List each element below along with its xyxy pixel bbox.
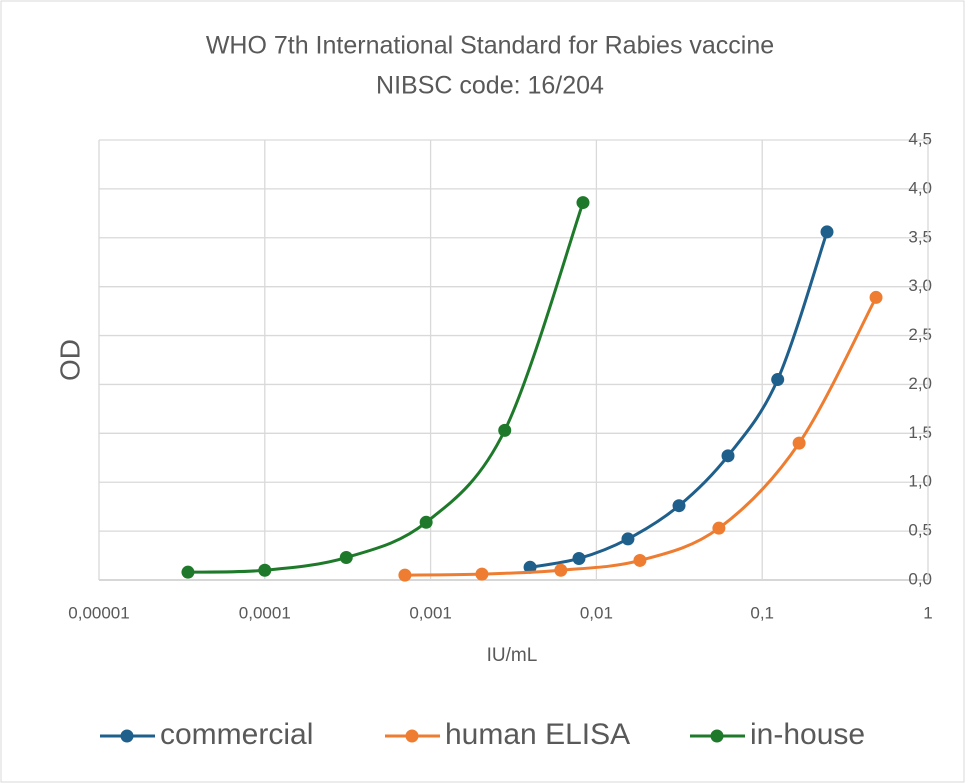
data-point <box>792 436 806 450</box>
x-tick-label: 1 <box>923 603 932 622</box>
chart-title: WHO 7th International Standard for Rabie… <box>206 32 774 60</box>
y-tick-label: 4,5 <box>908 129 932 148</box>
y-tick-label: 2,5 <box>908 325 932 344</box>
y-axis-label: OD <box>54 339 85 381</box>
data-point <box>721 449 735 463</box>
legend-marker <box>405 729 419 743</box>
data-point <box>869 290 883 304</box>
data-point <box>181 565 195 579</box>
y-tick-label: 4,0 <box>908 178 932 197</box>
x-tick-label: 0,1 <box>750 603 774 622</box>
data-point <box>339 551 353 565</box>
y-tick-label: 2,0 <box>908 374 932 393</box>
data-point <box>572 551 586 565</box>
data-point <box>419 515 433 529</box>
data-point <box>498 423 512 437</box>
data-point <box>771 373 785 387</box>
chart-subtitle: NIBSC code: 16/204 <box>376 72 604 100</box>
y-tick-label: 3,5 <box>908 227 932 246</box>
legend-marker <box>120 729 134 743</box>
data-point <box>398 568 412 582</box>
legend-label: human ELISA <box>445 718 630 751</box>
y-tick-label: 1,5 <box>908 423 932 442</box>
legend-marker <box>710 729 724 743</box>
y-tick-label: 3,0 <box>908 276 932 295</box>
y-tick-label: 0,5 <box>908 521 932 540</box>
legend-label: commercial <box>160 718 313 751</box>
data-point <box>523 560 537 574</box>
data-point <box>258 563 272 577</box>
x-tick-label: 0,0001 <box>239 603 291 622</box>
data-point <box>820 225 834 239</box>
data-point <box>475 567 489 581</box>
data-point <box>672 499 686 513</box>
x-tick-label: 0,00001 <box>68 603 129 622</box>
data-point <box>576 196 590 210</box>
data-point <box>633 553 647 567</box>
x-axis-label: IU/mL <box>487 645 538 666</box>
data-point <box>621 532 635 546</box>
data-point <box>554 563 568 577</box>
x-tick-label: 0,01 <box>580 603 613 622</box>
y-tick-label: 1,0 <box>908 472 932 491</box>
legend-label: in-house <box>750 718 865 751</box>
y-tick-label: 0,0 <box>908 569 932 588</box>
x-tick-label: 0,001 <box>409 603 452 622</box>
data-point <box>712 521 726 535</box>
